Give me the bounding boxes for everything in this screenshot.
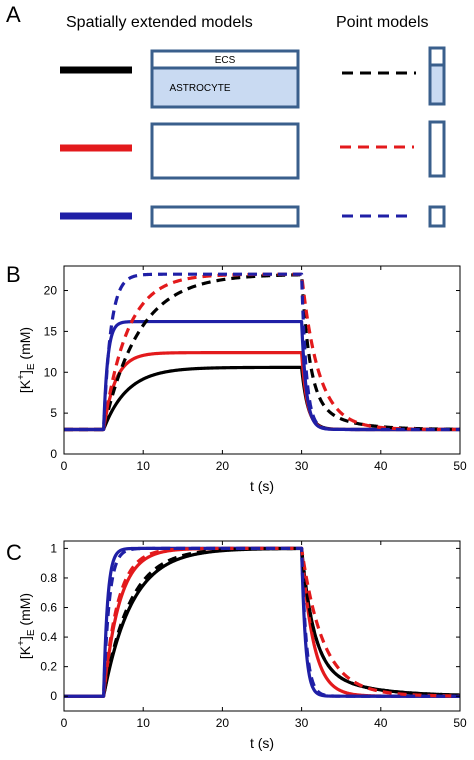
y-axis-label: [K+]E (mM)	[16, 593, 37, 659]
x-axis-label: t (s)	[250, 478, 274, 494]
series-line-point-4	[64, 546, 460, 698]
point-model-box-blue	[428, 205, 446, 228]
series-group	[64, 546, 460, 698]
x-tick-label: 50	[453, 459, 467, 473]
x-tick-label: 0	[61, 459, 68, 473]
y-axis-label-sup: +	[16, 374, 27, 380]
series-line-point-5	[64, 546, 460, 698]
x-tick-label: 20	[216, 716, 230, 730]
y-tick-label: 1	[50, 541, 57, 555]
x-tick-label: 40	[374, 459, 388, 473]
series-line-point-3	[64, 273, 460, 432]
extended-model-box-red	[150, 122, 300, 180]
y-tick-label: 0.2	[40, 660, 57, 674]
point-model-box-black	[428, 46, 446, 106]
x-tick-label: 50	[453, 716, 467, 730]
y-tick-label: 0.4	[40, 630, 57, 644]
x-axis-label: t (s)	[250, 735, 274, 751]
extended-model-box-black	[150, 49, 300, 109]
y-tick-label: 5	[50, 406, 57, 420]
x-tick-label: 30	[295, 716, 309, 730]
ecs-label: ECS	[215, 55, 236, 66]
y-tick-label: 0	[50, 689, 57, 703]
chart-b: 0 10 20 30 40 50 0 5 10 15 20 t (s) [K+]E (mM)	[16, 265, 467, 494]
series-line-point-4	[64, 272, 460, 432]
series-line-extended-0	[64, 365, 460, 432]
series-line-extended-0	[64, 546, 460, 698]
y-axis-label-sub: E	[26, 629, 37, 636]
y-axis-label-sub: E	[26, 363, 37, 370]
point-model-box-red	[428, 120, 446, 178]
series-line-point-5	[64, 272, 460, 432]
point-models-heading: Point models	[336, 14, 429, 31]
y-tick-label: 20	[44, 284, 58, 298]
extended-models-heading: Spatially extended models	[66, 14, 253, 31]
x-tick-label: 0	[61, 716, 68, 730]
plot-frame	[63, 265, 461, 455]
y-tick-label: 15	[44, 324, 58, 338]
series-line-extended-2	[64, 319, 460, 432]
panel-b-label: B	[6, 262, 21, 287]
y-axis-label: [K+]E (mM)	[16, 327, 37, 393]
x-tick-label: 20	[216, 459, 230, 473]
astrocyte-label: ASTROCYTE	[169, 83, 230, 94]
plot-frame	[63, 540, 461, 712]
x-tick-label: 40	[374, 716, 388, 730]
panel-c-label: C	[6, 540, 22, 565]
x-tick-label: 10	[137, 459, 151, 473]
x-tick-label: 30	[295, 459, 309, 473]
x-tick-label: 10	[137, 716, 151, 730]
y-tick-label: 10	[44, 365, 58, 379]
y-tick-label: 0.8	[40, 571, 57, 585]
extended-model-box-blue	[150, 205, 300, 228]
panel-a-label: A	[6, 2, 21, 27]
y-tick-label: 0	[50, 447, 57, 461]
series-group	[64, 272, 460, 432]
y-tick-label: 0.6	[40, 601, 57, 615]
chart-c: 0 10 20 30 40 50 0 0.2 0.4 0.6 0.8 1 t (s) [K+]E (mM)	[16, 540, 467, 751]
y-axis-label-sup: +	[16, 640, 27, 646]
